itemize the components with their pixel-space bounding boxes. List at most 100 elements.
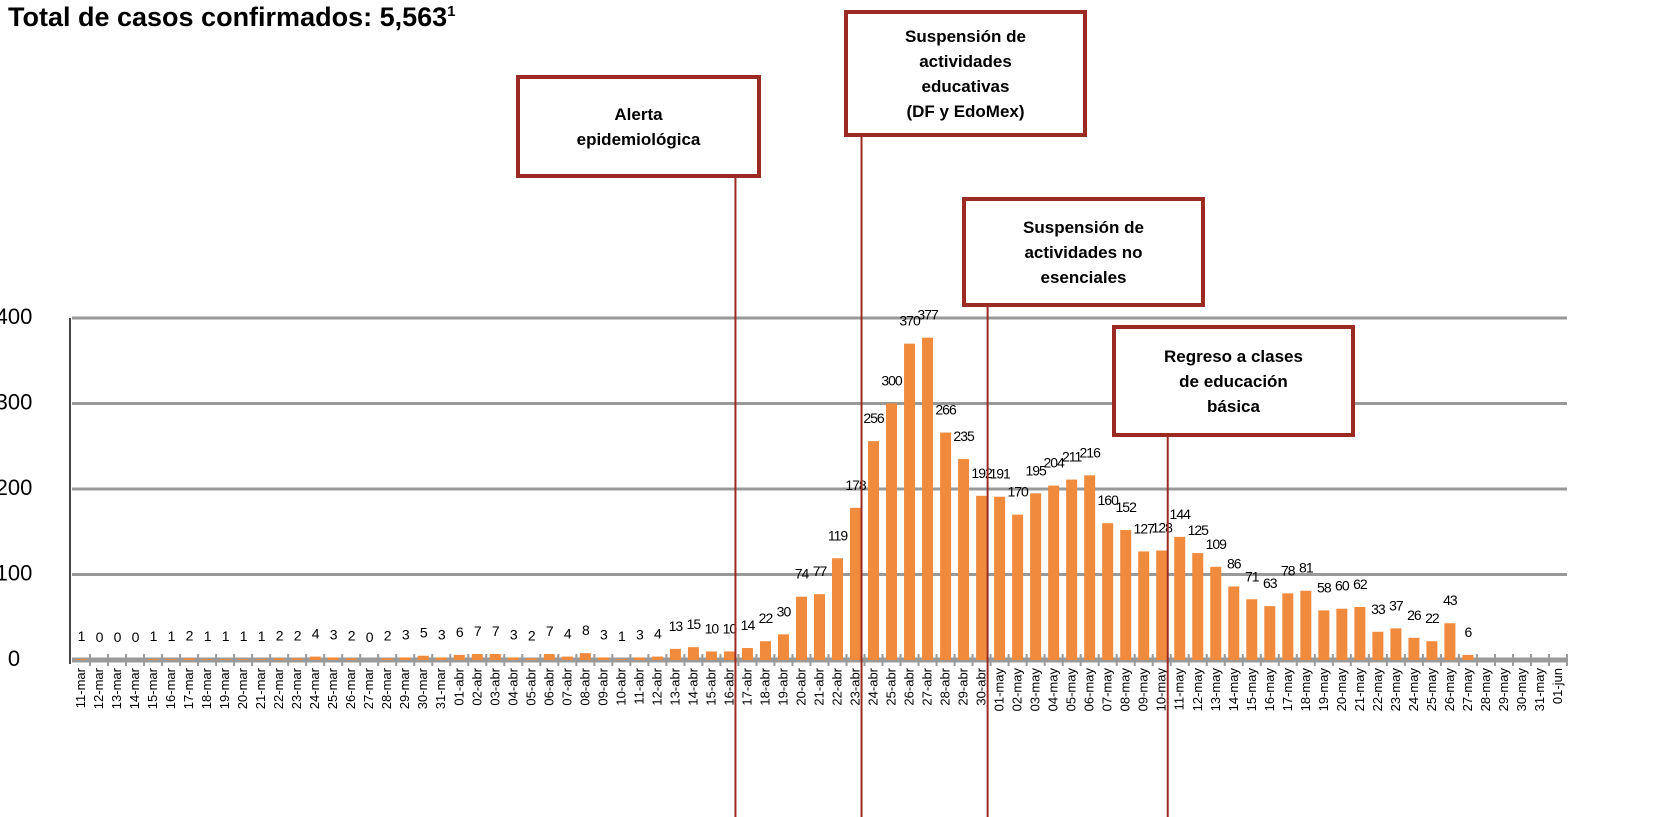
x-tick-label: 03-may — [1028, 668, 1043, 712]
value-label: 4 — [654, 626, 662, 642]
bar — [994, 496, 1006, 660]
x-tick-label: 21-mar — [253, 667, 268, 709]
value-label: 3 — [330, 626, 338, 642]
value-label: 370 — [899, 313, 921, 329]
value-label: 26 — [1407, 607, 1422, 623]
annotation-box — [962, 197, 1205, 307]
x-tick-label: 13-may — [1208, 668, 1223, 712]
bar — [273, 658, 285, 660]
value-label: 30 — [777, 603, 792, 619]
x-tick-label: 26-may — [1442, 668, 1457, 712]
annotation-text: esenciales — [1040, 268, 1126, 287]
x-tick-label: 21-may — [1352, 668, 1367, 712]
bar — [417, 655, 429, 660]
x-tick-label: 11-may — [1172, 668, 1187, 711]
value-label: 3 — [402, 626, 410, 642]
bar — [525, 658, 537, 660]
bar — [777, 634, 789, 660]
bar — [886, 403, 898, 660]
bar — [489, 654, 501, 660]
x-tick-label: 08-abr — [577, 667, 592, 705]
value-label: 0 — [132, 629, 140, 645]
bar — [219, 659, 231, 660]
bar — [453, 654, 465, 660]
value-label: 4 — [312, 626, 320, 642]
bar — [1120, 530, 1132, 660]
value-label: 204 — [1043, 455, 1065, 471]
value-label: 2 — [294, 627, 302, 643]
value-label: 0 — [366, 629, 374, 645]
bar — [1336, 608, 1348, 660]
value-label: 22 — [1425, 610, 1440, 626]
x-tick-label: 09-may — [1136, 668, 1151, 712]
value-label: 2 — [348, 627, 356, 643]
value-label: 195 — [1025, 462, 1047, 478]
x-tick-label: 03-abr — [487, 667, 502, 705]
value-label: 144 — [1170, 506, 1192, 522]
value-label: 7 — [546, 623, 554, 639]
bar — [597, 657, 609, 660]
value-label: 3 — [510, 626, 518, 642]
x-tick-label: 23-mar — [289, 667, 304, 709]
x-tick-label: 11-mar — [73, 667, 88, 708]
bar — [1282, 593, 1294, 660]
bar — [381, 658, 393, 660]
bar — [1102, 523, 1114, 660]
x-tick-label: 15-mar — [145, 667, 160, 709]
bar — [976, 495, 988, 660]
x-tick-label: 05-abr — [523, 667, 538, 705]
value-label: 266 — [935, 402, 957, 418]
bar — [1300, 590, 1312, 660]
x-tick-label: 25-mar — [325, 667, 340, 709]
bar — [1408, 637, 1420, 660]
x-tick-label: 27-abr — [920, 667, 935, 705]
annotation-text: educativas — [922, 77, 1010, 96]
x-tick-label: 10-abr — [613, 667, 628, 705]
chart-title: Total de casos confirmados: 5,5631 — [8, 2, 456, 32]
x-tick-label: 17-mar — [181, 667, 196, 709]
annotation-text: actividades no — [1024, 243, 1142, 262]
x-tick-label: 16-may — [1262, 668, 1277, 712]
x-tick-label: 18-abr — [757, 667, 772, 705]
x-tick-label: 20-may — [1334, 668, 1349, 712]
value-label: 211 — [1062, 449, 1083, 465]
bar — [237, 659, 249, 660]
x-tick-label: 21-abr — [812, 667, 827, 705]
value-label: 216 — [1080, 444, 1102, 460]
value-label: 191 — [989, 466, 1011, 482]
value-label: 86 — [1227, 555, 1242, 571]
value-label: 81 — [1299, 560, 1314, 576]
x-tick-label: 25-may — [1424, 668, 1439, 712]
value-label: 3 — [636, 626, 644, 642]
value-label: 37 — [1389, 597, 1404, 613]
x-tick-label: 19-may — [1316, 668, 1331, 712]
value-label: 128 — [1152, 520, 1174, 536]
value-label: 74 — [795, 566, 810, 582]
value-label: 3 — [438, 626, 446, 642]
value-label: 178 — [845, 477, 867, 493]
x-tick-label: 07-may — [1100, 668, 1115, 712]
x-tick-label: 31-mar — [433, 667, 448, 709]
annotation-text: Regreso a clases — [1164, 347, 1303, 366]
bar — [1030, 493, 1042, 660]
x-tick-label: 27-mar — [361, 667, 376, 709]
x-tick-label: 18-may — [1298, 668, 1313, 712]
x-tick-label: 12-may — [1190, 668, 1205, 712]
bar — [723, 651, 735, 660]
annotation-text: epidemiológica — [577, 130, 701, 149]
x-tick-label: 20-mar — [235, 667, 250, 709]
y-tick-label: 200 — [0, 475, 32, 500]
annotation-box — [1112, 325, 1355, 437]
value-label: 2 — [384, 627, 392, 643]
value-label: 14 — [741, 617, 756, 633]
y-tick-label: 100 — [0, 560, 32, 585]
value-label: 0 — [96, 629, 104, 645]
annotation-text: básica — [1207, 397, 1260, 416]
value-label: 377 — [917, 307, 939, 323]
x-tick-label: 30-mar — [415, 667, 430, 709]
bar — [615, 659, 627, 660]
x-tick-label: 16-mar — [163, 667, 178, 709]
value-label: 71 — [1245, 568, 1260, 584]
bar — [507, 657, 519, 660]
bar — [75, 659, 87, 660]
